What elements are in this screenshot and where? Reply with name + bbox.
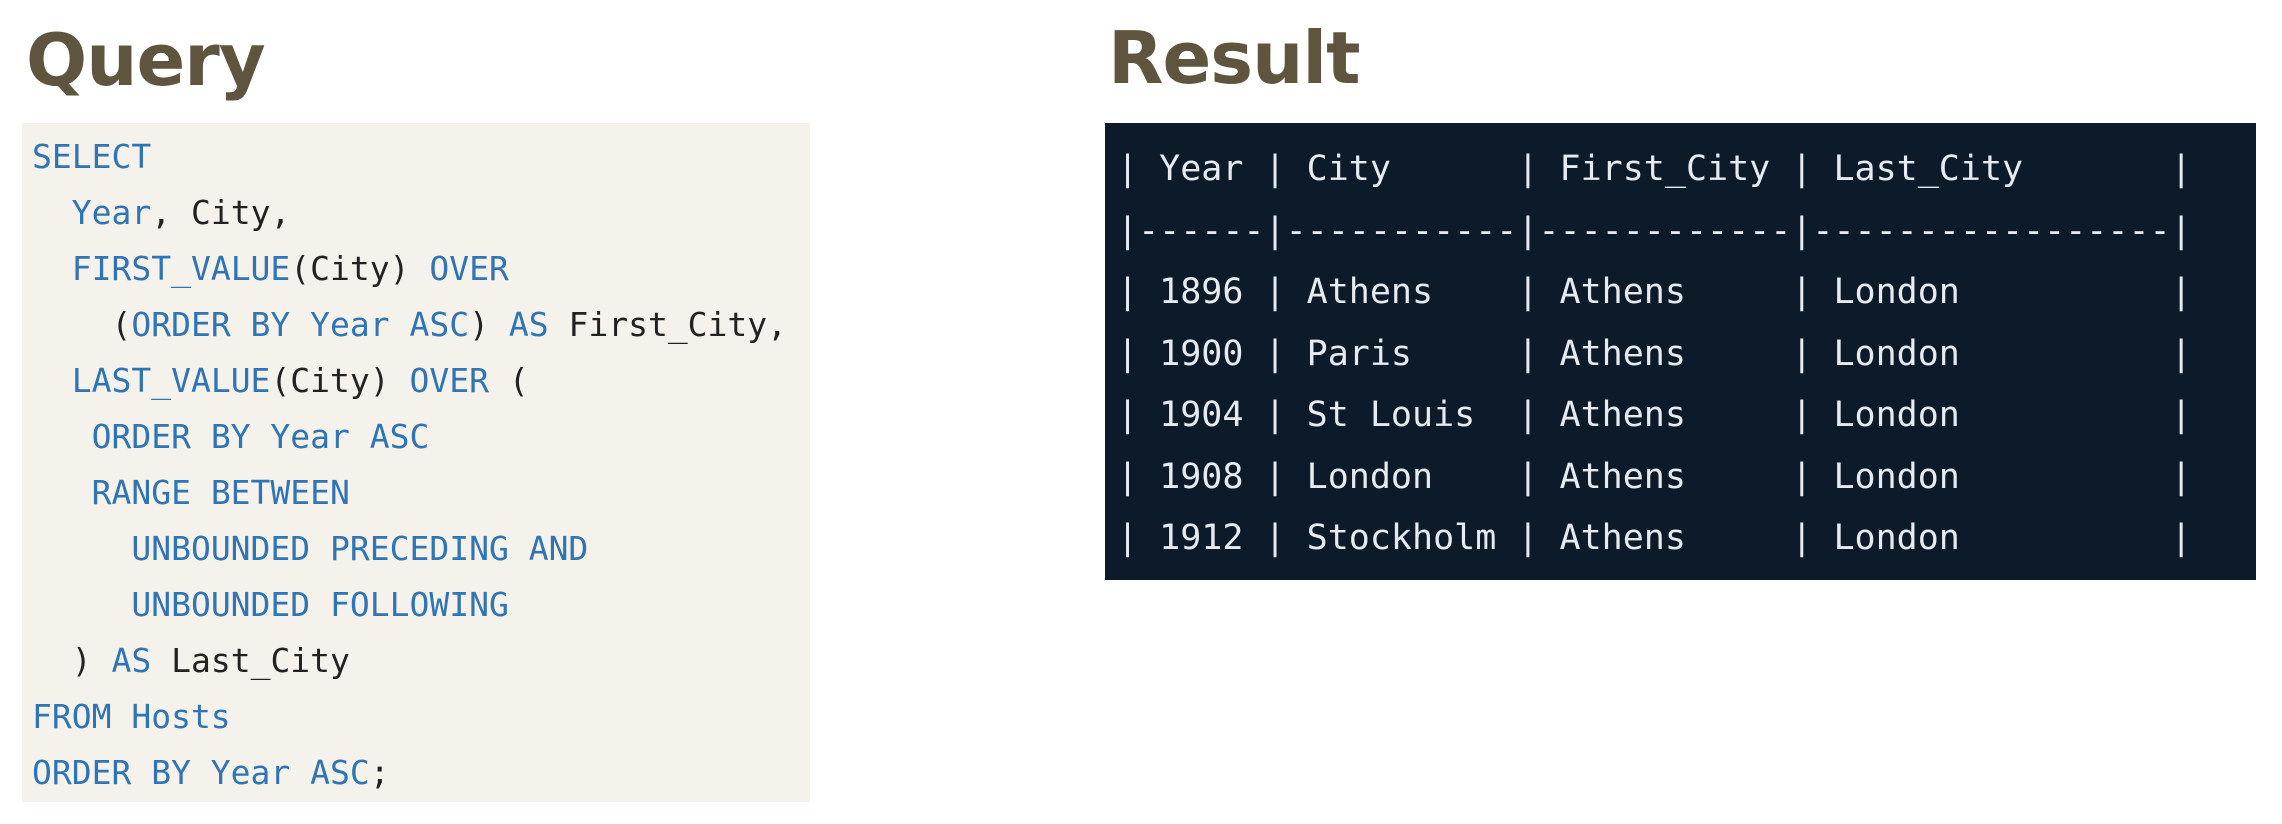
code-line: (ORDER BY Year ASC) AS First_City, [32,305,810,361]
code-line: ) AS Last_City [32,641,810,697]
sql-text: , City, [151,193,291,232]
sql-text [32,249,72,288]
result-row: | 1900 | Paris | Athens | London | [1117,333,2192,374]
sql-keyword: ORDER BY Year ASC [32,753,370,792]
code-line: RANGE BETWEEN [32,473,810,529]
sql-keyword: OVER [409,361,489,400]
result-row: | 1908 | London | Athens | London | [1117,456,2192,497]
sql-keyword: UNBOUNDED PRECEDING AND [131,529,589,568]
code-line: UNBOUNDED FOLLOWING [32,585,810,641]
result-row: | 1904 | St Louis | Athens | London | [1117,395,2192,435]
sql-keyword: Year [71,193,152,232]
code-line: Year, City, [32,193,810,249]
sql-keyword: SELECT [32,137,152,176]
code-line: UNBOUNDED PRECEDING AND [32,529,810,585]
sql-code-block: SELECT Year, City, FIRST_VALUE(City) OVE… [22,123,810,802]
sql-keyword: RANGE BETWEEN [91,473,350,512]
sql-text [32,585,131,624]
sql-text: ; [369,753,390,792]
result-separator-row: |------|-----------|------------|-------… [1117,210,2192,251]
sql-keyword: FROM Hosts [32,697,231,736]
query-heading: Query [26,18,266,102]
code-line: ORDER BY Year ASC; [32,753,810,809]
sql-text [32,417,92,456]
code-line: FIRST_VALUE(City) OVER [32,249,810,305]
result-heading: Result [1108,16,1360,100]
sql-text [32,361,72,400]
sql-keyword: UNBOUNDED FOLLOWING [131,585,509,624]
code-line: FROM Hosts [32,697,810,753]
sql-text: First_City, [548,305,788,344]
code-line: SELECT [32,137,810,193]
code-line: ORDER BY Year ASC [32,417,810,473]
code-line: LAST_VALUE(City) OVER ( [32,361,810,417]
sql-keyword: OVER [429,249,509,288]
sql-text [32,193,72,232]
sql-keyword: ORDER BY Year ASC [131,305,470,344]
sql-keyword: ORDER BY Year ASC [91,417,430,456]
sql-text: ( [32,305,132,344]
sql-keyword: AS [111,641,152,680]
sql-text: ( [489,361,529,400]
sql-keyword: LAST_VALUE [71,361,271,400]
sql-text: ) [32,641,112,680]
result-table-output: | Year | City | First_City | Last_City |… [1105,123,2256,580]
sql-text: (City) [290,249,430,288]
sql-keyword: FIRST_VALUE [71,249,291,288]
sql-text [32,529,131,568]
sql-text [32,473,92,512]
result-header-row: | Year | City | First_City | Last_City | [1117,149,2192,189]
sql-text: Last_City [151,641,350,680]
result-row: | 1896 | Athens | Athens | London | [1117,272,2192,312]
sql-text: (City) [270,361,410,400]
sql-keyword: AS [508,305,549,344]
result-row: | 1912 | Stockholm | Athens | London | [1117,518,2192,558]
sql-text: ) [469,305,509,344]
